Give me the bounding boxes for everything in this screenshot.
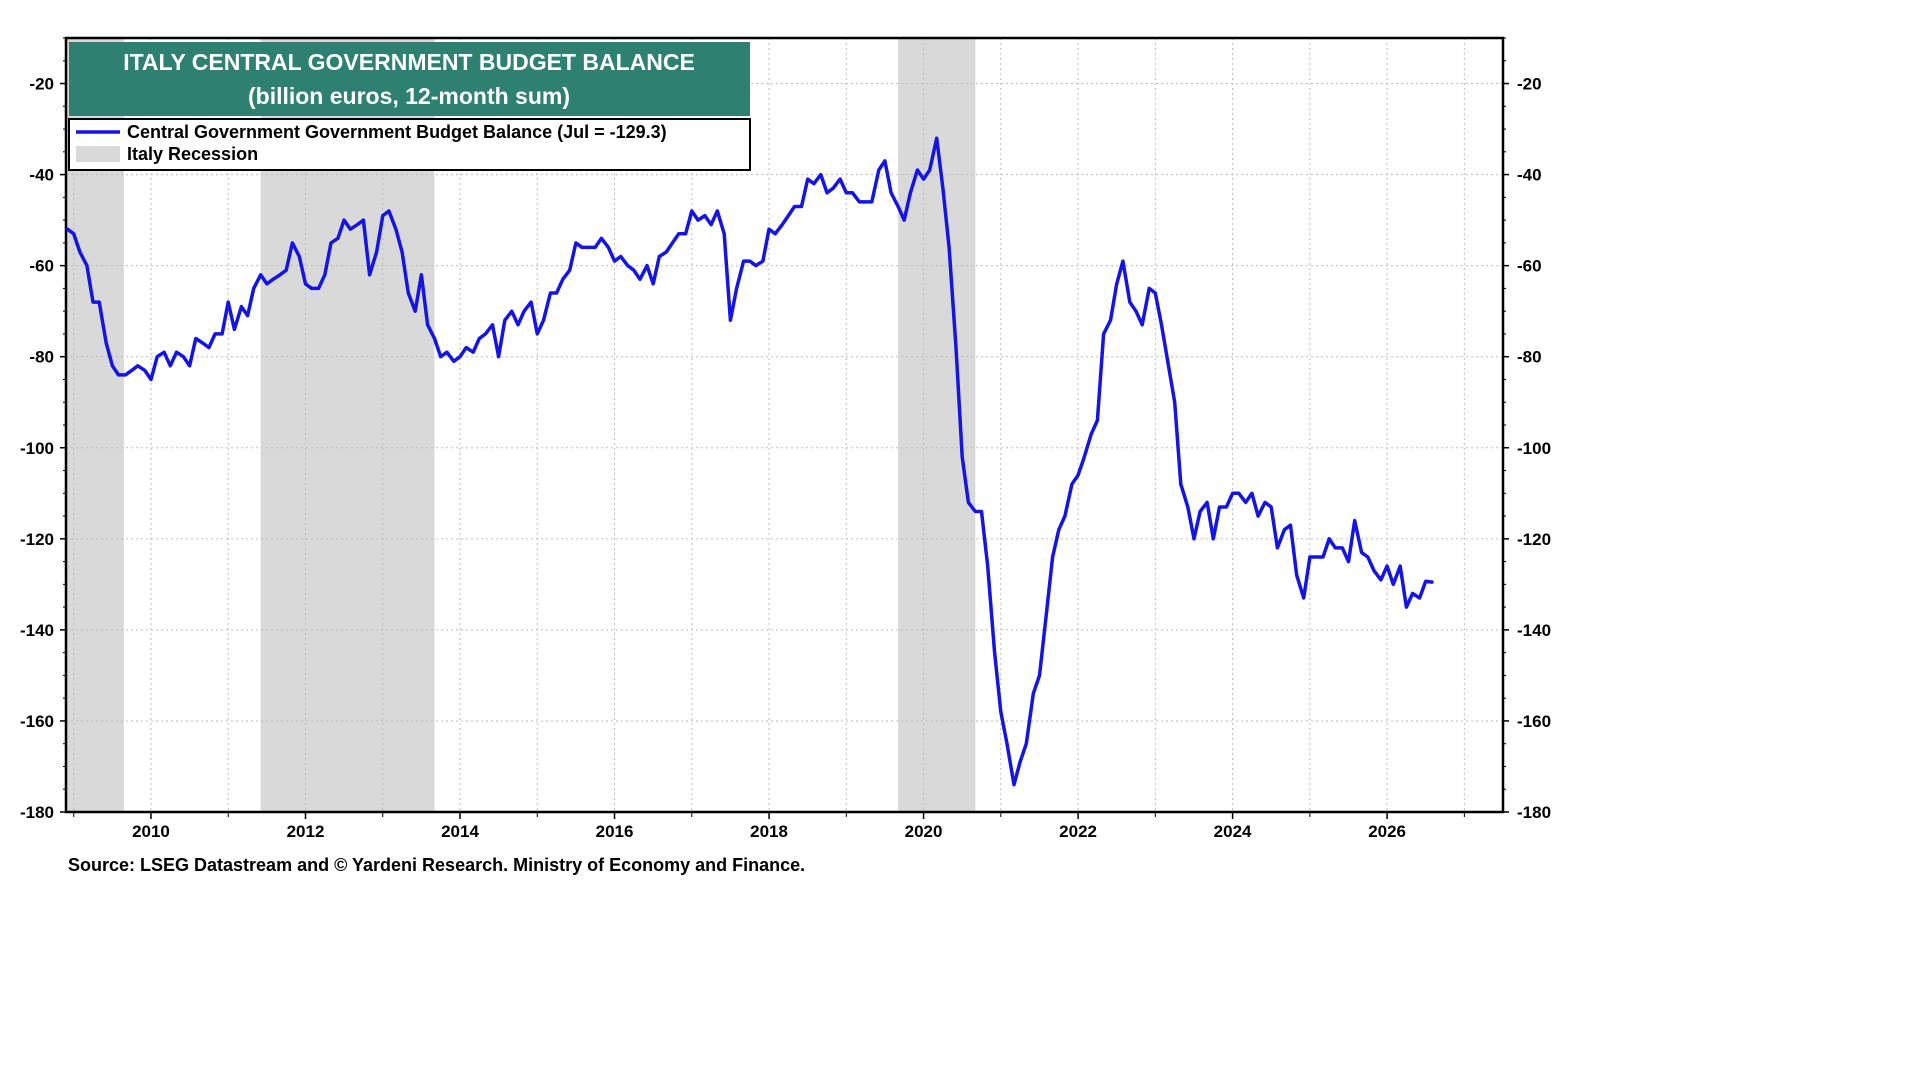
- x-tick-label: 2022: [1059, 822, 1097, 841]
- y-tick-label-right: -60: [1517, 257, 1542, 276]
- legend: Central Government Government Budget Bal…: [68, 118, 751, 171]
- axis-ticks: -20 -20 -40 -40 -60 -60 -80 -80 -100 -100 -120 -120…: [20, 37, 1551, 841]
- legend-box: [68, 118, 751, 171]
- source-note: Source: LSEG Datastream and © Yardeni Re…: [68, 855, 805, 875]
- y-tick-label-right: -160: [1517, 712, 1551, 731]
- x-tick-label: 2018: [750, 822, 788, 841]
- y-tick-label-right: -80: [1517, 348, 1542, 367]
- x-tick-label: 2026: [1368, 822, 1406, 841]
- y-tick-label-left: -20: [29, 75, 54, 94]
- x-tick-label: 2012: [287, 822, 325, 841]
- x-tick-label: 2014: [441, 822, 479, 841]
- y-tick-label-left: -120: [20, 530, 54, 549]
- x-tick-label: 2010: [132, 822, 170, 841]
- y-tick-label-left: -40: [29, 166, 54, 185]
- y-tick-label-right: -20: [1517, 75, 1542, 94]
- title-background: [69, 42, 750, 116]
- legend-area-swatch: [76, 146, 120, 162]
- title-box: ITALY CENTRAL GOVERNMENT BUDGET BALANCE …: [69, 42, 750, 116]
- x-tick-label: 2016: [596, 822, 634, 841]
- y-tick-label-left: -180: [20, 803, 54, 822]
- recession-band-3: [898, 38, 976, 812]
- y-tick-label-left: -100: [20, 439, 54, 458]
- y-tick-label-right: -120: [1517, 530, 1551, 549]
- y-tick-label-left: -60: [29, 257, 54, 276]
- line-chart: -20 -20 -40 -40 -60 -60 -80 -80 -100 -100 -120 -120…: [19, 36, 1552, 875]
- x-tick-label: 2020: [905, 822, 943, 841]
- series-line-1: [65, 136, 1434, 787]
- y-tick-label-right: -140: [1517, 621, 1551, 640]
- legend-label-recession: Italy Recession: [127, 144, 258, 164]
- y-tick-label-right: -40: [1517, 166, 1542, 185]
- chart-subtitle: (billion euros, 12-month sum): [248, 83, 570, 109]
- y-tick-label-left: -160: [20, 712, 54, 731]
- y-tick-label-right: -180: [1517, 803, 1551, 822]
- chart-root: -20 -20 -40 -40 -60 -60 -80 -80 -100 -100 -120 -120…: [19, 36, 1552, 875]
- grid-lines: [66, 38, 1503, 813]
- x-tick-label: 2024: [1214, 822, 1252, 841]
- series-layer: [65, 136, 1434, 787]
- y-tick-label-left: -80: [29, 348, 54, 367]
- y-tick-label-left: -140: [20, 621, 54, 640]
- y-tick-label-right: -100: [1517, 439, 1551, 458]
- chart-title: ITALY CENTRAL GOVERNMENT BUDGET BALANCE: [123, 49, 695, 75]
- legend-label-series: Central Government Government Budget Bal…: [127, 122, 667, 142]
